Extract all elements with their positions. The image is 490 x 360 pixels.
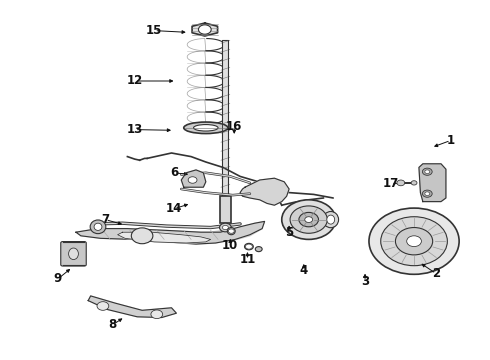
Text: 14: 14 (166, 202, 182, 215)
Text: 6: 6 (170, 166, 178, 179)
Ellipse shape (323, 211, 339, 228)
Text: 13: 13 (126, 123, 143, 136)
Circle shape (407, 236, 421, 247)
FancyBboxPatch shape (222, 40, 228, 200)
Ellipse shape (245, 243, 253, 250)
Text: 7: 7 (101, 213, 109, 226)
Text: 9: 9 (54, 273, 62, 285)
Circle shape (305, 217, 313, 222)
Circle shape (151, 310, 163, 319)
FancyBboxPatch shape (220, 196, 231, 223)
Circle shape (422, 168, 432, 175)
Polygon shape (192, 23, 218, 36)
Circle shape (282, 200, 336, 239)
Polygon shape (211, 223, 262, 240)
Text: 5: 5 (285, 226, 293, 239)
Circle shape (220, 223, 231, 232)
Ellipse shape (227, 228, 235, 235)
Ellipse shape (94, 223, 102, 230)
Polygon shape (419, 164, 446, 202)
Text: 4: 4 (300, 264, 308, 277)
FancyBboxPatch shape (61, 242, 86, 266)
Polygon shape (118, 232, 211, 243)
Circle shape (131, 228, 153, 244)
Text: 16: 16 (226, 120, 243, 132)
Ellipse shape (327, 215, 335, 224)
Text: 10: 10 (222, 239, 239, 252)
Polygon shape (240, 178, 289, 205)
Circle shape (381, 217, 447, 266)
Polygon shape (76, 221, 265, 244)
Circle shape (97, 302, 109, 310)
Circle shape (425, 192, 430, 195)
Circle shape (245, 244, 252, 249)
Circle shape (425, 170, 430, 174)
Circle shape (369, 208, 459, 274)
Text: 8: 8 (109, 318, 117, 331)
Text: 15: 15 (146, 24, 163, 37)
Ellipse shape (255, 247, 262, 252)
Text: 1: 1 (447, 134, 455, 147)
Circle shape (397, 180, 405, 186)
Text: 2: 2 (432, 267, 440, 280)
Circle shape (422, 190, 432, 197)
Circle shape (299, 212, 318, 227)
Circle shape (228, 229, 234, 233)
Polygon shape (181, 170, 206, 187)
Text: 3: 3 (361, 275, 369, 288)
Polygon shape (88, 296, 176, 318)
Text: 17: 17 (383, 177, 399, 190)
Circle shape (198, 25, 211, 34)
Circle shape (290, 206, 327, 233)
Ellipse shape (90, 220, 106, 234)
Circle shape (395, 228, 433, 255)
Circle shape (222, 225, 228, 230)
Circle shape (411, 181, 417, 185)
Ellipse shape (184, 122, 228, 134)
Ellipse shape (194, 125, 218, 131)
Ellipse shape (69, 248, 78, 260)
Text: 11: 11 (239, 253, 256, 266)
Circle shape (188, 177, 197, 183)
Text: 12: 12 (126, 75, 143, 87)
